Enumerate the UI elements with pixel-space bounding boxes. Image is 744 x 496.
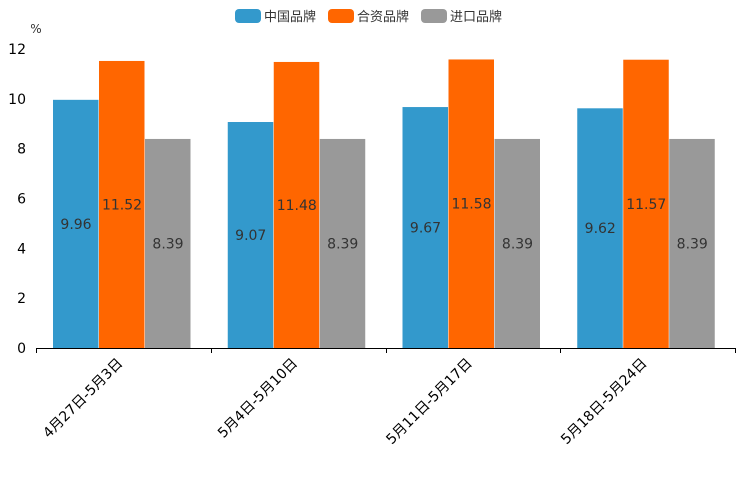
y-tick-label: 8 [17, 142, 26, 158]
y-tick-label: 10 [8, 92, 26, 108]
data-label: 11.52 [102, 197, 142, 213]
data-label: 9.62 [585, 221, 616, 237]
legend: 中国品牌 合资品牌 进口品牌 [235, 9, 502, 25]
bar-2-4 [623, 59, 669, 348]
x-tick-label: 4月27日-5月3日 [40, 356, 126, 442]
data-label: 8.39 [677, 236, 708, 252]
bar-3-1 [145, 138, 191, 348]
x-tick-label: 5月11日-5月17日 [383, 356, 475, 448]
data-label: 11.48 [277, 198, 317, 214]
x-tick-label: 5月18日-5月24日 [558, 356, 650, 448]
legend-item-1[interactable]: 中国品牌 [235, 9, 316, 25]
bar-2-2 [273, 61, 320, 348]
legend-item-2[interactable]: 合资品牌 [328, 9, 409, 25]
data-label: 11.57 [626, 197, 666, 213]
data-label: 8.39 [327, 236, 358, 252]
legend-label: 合资品牌 [357, 9, 409, 25]
legend-label: 进口品牌 [450, 9, 502, 25]
y-tick-label: 12 [8, 42, 26, 58]
legend-swatch [421, 9, 447, 23]
bar-2-1 [99, 60, 145, 349]
bar-1-2 [227, 122, 274, 349]
bar-2-3 [448, 59, 494, 349]
y-tick-label: 2 [17, 291, 26, 307]
bar-1-3 [402, 107, 448, 348]
legend-swatch [235, 9, 261, 23]
data-label: 9.67 [410, 221, 441, 237]
bar-3-4 [669, 138, 715, 348]
y-tick-label: 6 [17, 192, 26, 208]
bar-3-3 [494, 138, 540, 348]
data-label: 9.96 [60, 217, 91, 233]
y-axis-unit-label: % [30, 22, 41, 36]
x-axis: 4月27日-5月3日 5月4日-5月10日 5月11日-5月17日 5月18日-5月2… [36, 348, 736, 448]
data-label: 8.39 [502, 236, 533, 252]
data-label: 8.39 [152, 236, 183, 252]
legend-item-3[interactable]: 进口品牌 [421, 9, 502, 25]
legend-label: 中国品牌 [264, 9, 316, 25]
bar-1-4 [577, 108, 623, 348]
data-label: 9.07 [235, 228, 266, 244]
y-axis: 0 2 4 6 8 10 12 [8, 42, 26, 357]
bar-3-2 [319, 138, 366, 348]
x-tick-label: 5月4日-5月10日 [215, 356, 301, 442]
data-label: 11.58 [451, 197, 491, 213]
y-tick-label: 0 [17, 341, 26, 357]
bars: 9.96 11.52 8.39 9.07 11.48 8.39 9.67 11.58 8.39 9… [53, 59, 715, 349]
legend-swatch [328, 9, 354, 23]
bar-1-1 [53, 99, 99, 348]
y-tick-label: 4 [17, 241, 26, 257]
